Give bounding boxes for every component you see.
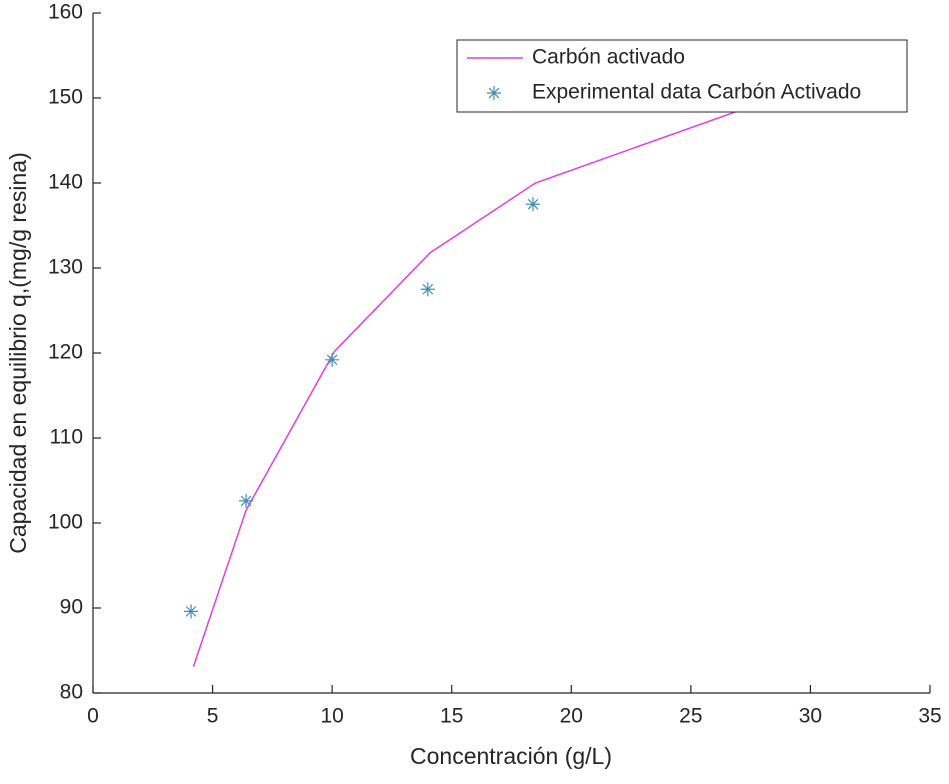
data-point (239, 493, 254, 508)
x-tick-label: 30 (799, 705, 822, 728)
legend-marker (487, 86, 501, 100)
y-tick-label: 110 (50, 426, 83, 449)
y-tick-label: 130 (48, 256, 83, 279)
data-point (420, 282, 435, 297)
x-tick-label: 35 (918, 705, 941, 728)
y-tick-label: 160 (48, 1, 83, 24)
x-tick-label: 5 (207, 705, 219, 728)
x-tick-label: 20 (560, 705, 583, 728)
x-tick-label: 15 (440, 705, 463, 728)
x-tick-label: 25 (679, 705, 702, 728)
data-point (526, 197, 541, 212)
y-tick-label: 80 (60, 681, 83, 704)
x-axis-label: Concentración (g/L) (410, 743, 612, 769)
data-point (184, 604, 199, 619)
y-tick-label: 150 (48, 86, 83, 109)
x-tick-label: 10 (320, 705, 343, 728)
y-tick-label: 140 (48, 171, 83, 194)
legend-box (456, 39, 908, 113)
legend-label: Experimental data Carbón Activado (532, 81, 861, 104)
data-line (192, 93, 787, 667)
y-tick-label: 120 (48, 341, 83, 364)
y-tick-label: 100 (48, 511, 83, 534)
legend-label: Carbón activado (532, 46, 685, 69)
data-point (325, 352, 340, 367)
y-axis-label: Capacidad en equilibrio q,(mg/g resina) (5, 152, 31, 553)
x-tick-label: 0 (87, 705, 99, 728)
y-tick-label: 90 (60, 596, 83, 619)
